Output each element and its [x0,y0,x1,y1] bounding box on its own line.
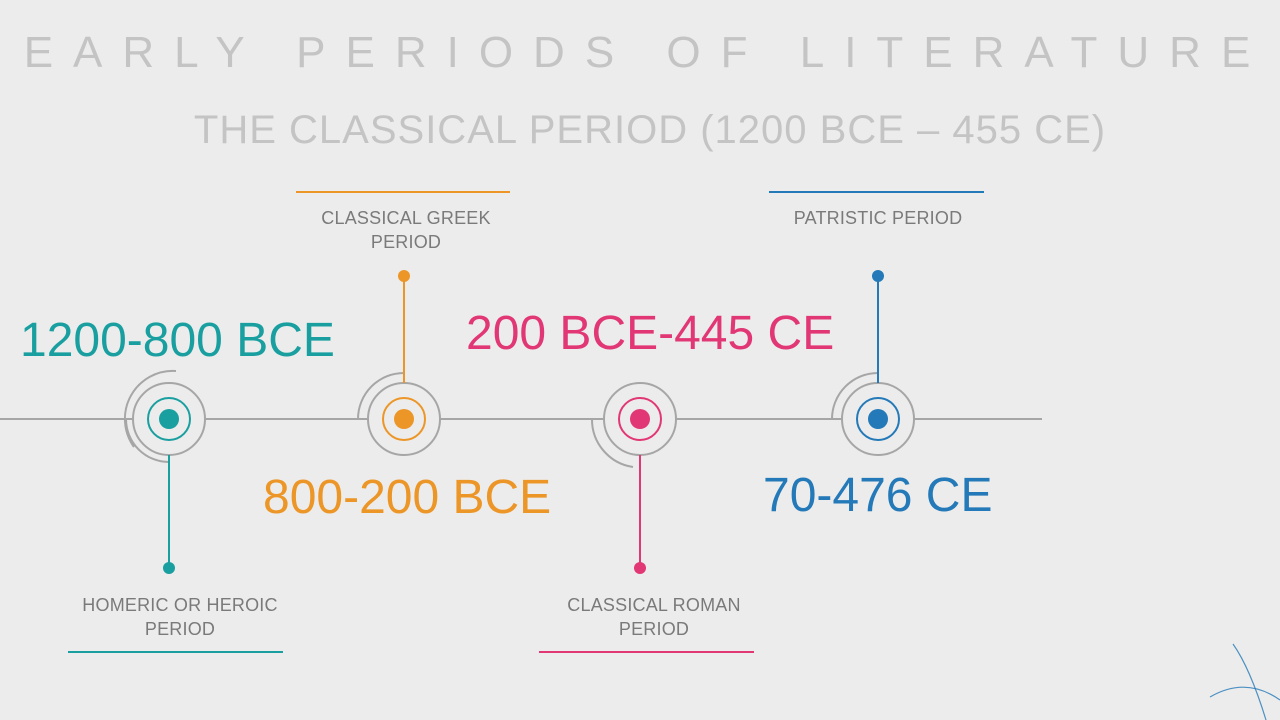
timeline-node-2 [296,191,510,456]
period-1-dates: 1200-800 BCE [20,314,335,367]
timeline-node-1 [68,369,283,653]
slide-subtitle: THE CLASSICAL PERIOD (1200 BCE – 455 CE) [193,108,1107,152]
period-4-dates: 70-476 CE [763,469,993,522]
corner-decoration [1209,643,1280,720]
period-4-label: PATRISTIC PERIOD [793,208,963,228]
period-2-label: CLASSICAL GREEK PERIOD [321,208,491,252]
period-2-dates: 800-200 BCE [263,471,552,524]
period-3-dates: 200 BCE-445 CE [466,307,835,360]
period-3-label: CLASSICAL ROMAN PERIOD [567,595,741,639]
timeline-node-4 [769,191,984,456]
slide-title: EARLY PERIODS OF LITERATURE [23,28,1271,77]
timeline-node-3 [539,382,754,653]
period-1-label: HOMERIC OR HEROIC PERIOD [82,595,278,639]
